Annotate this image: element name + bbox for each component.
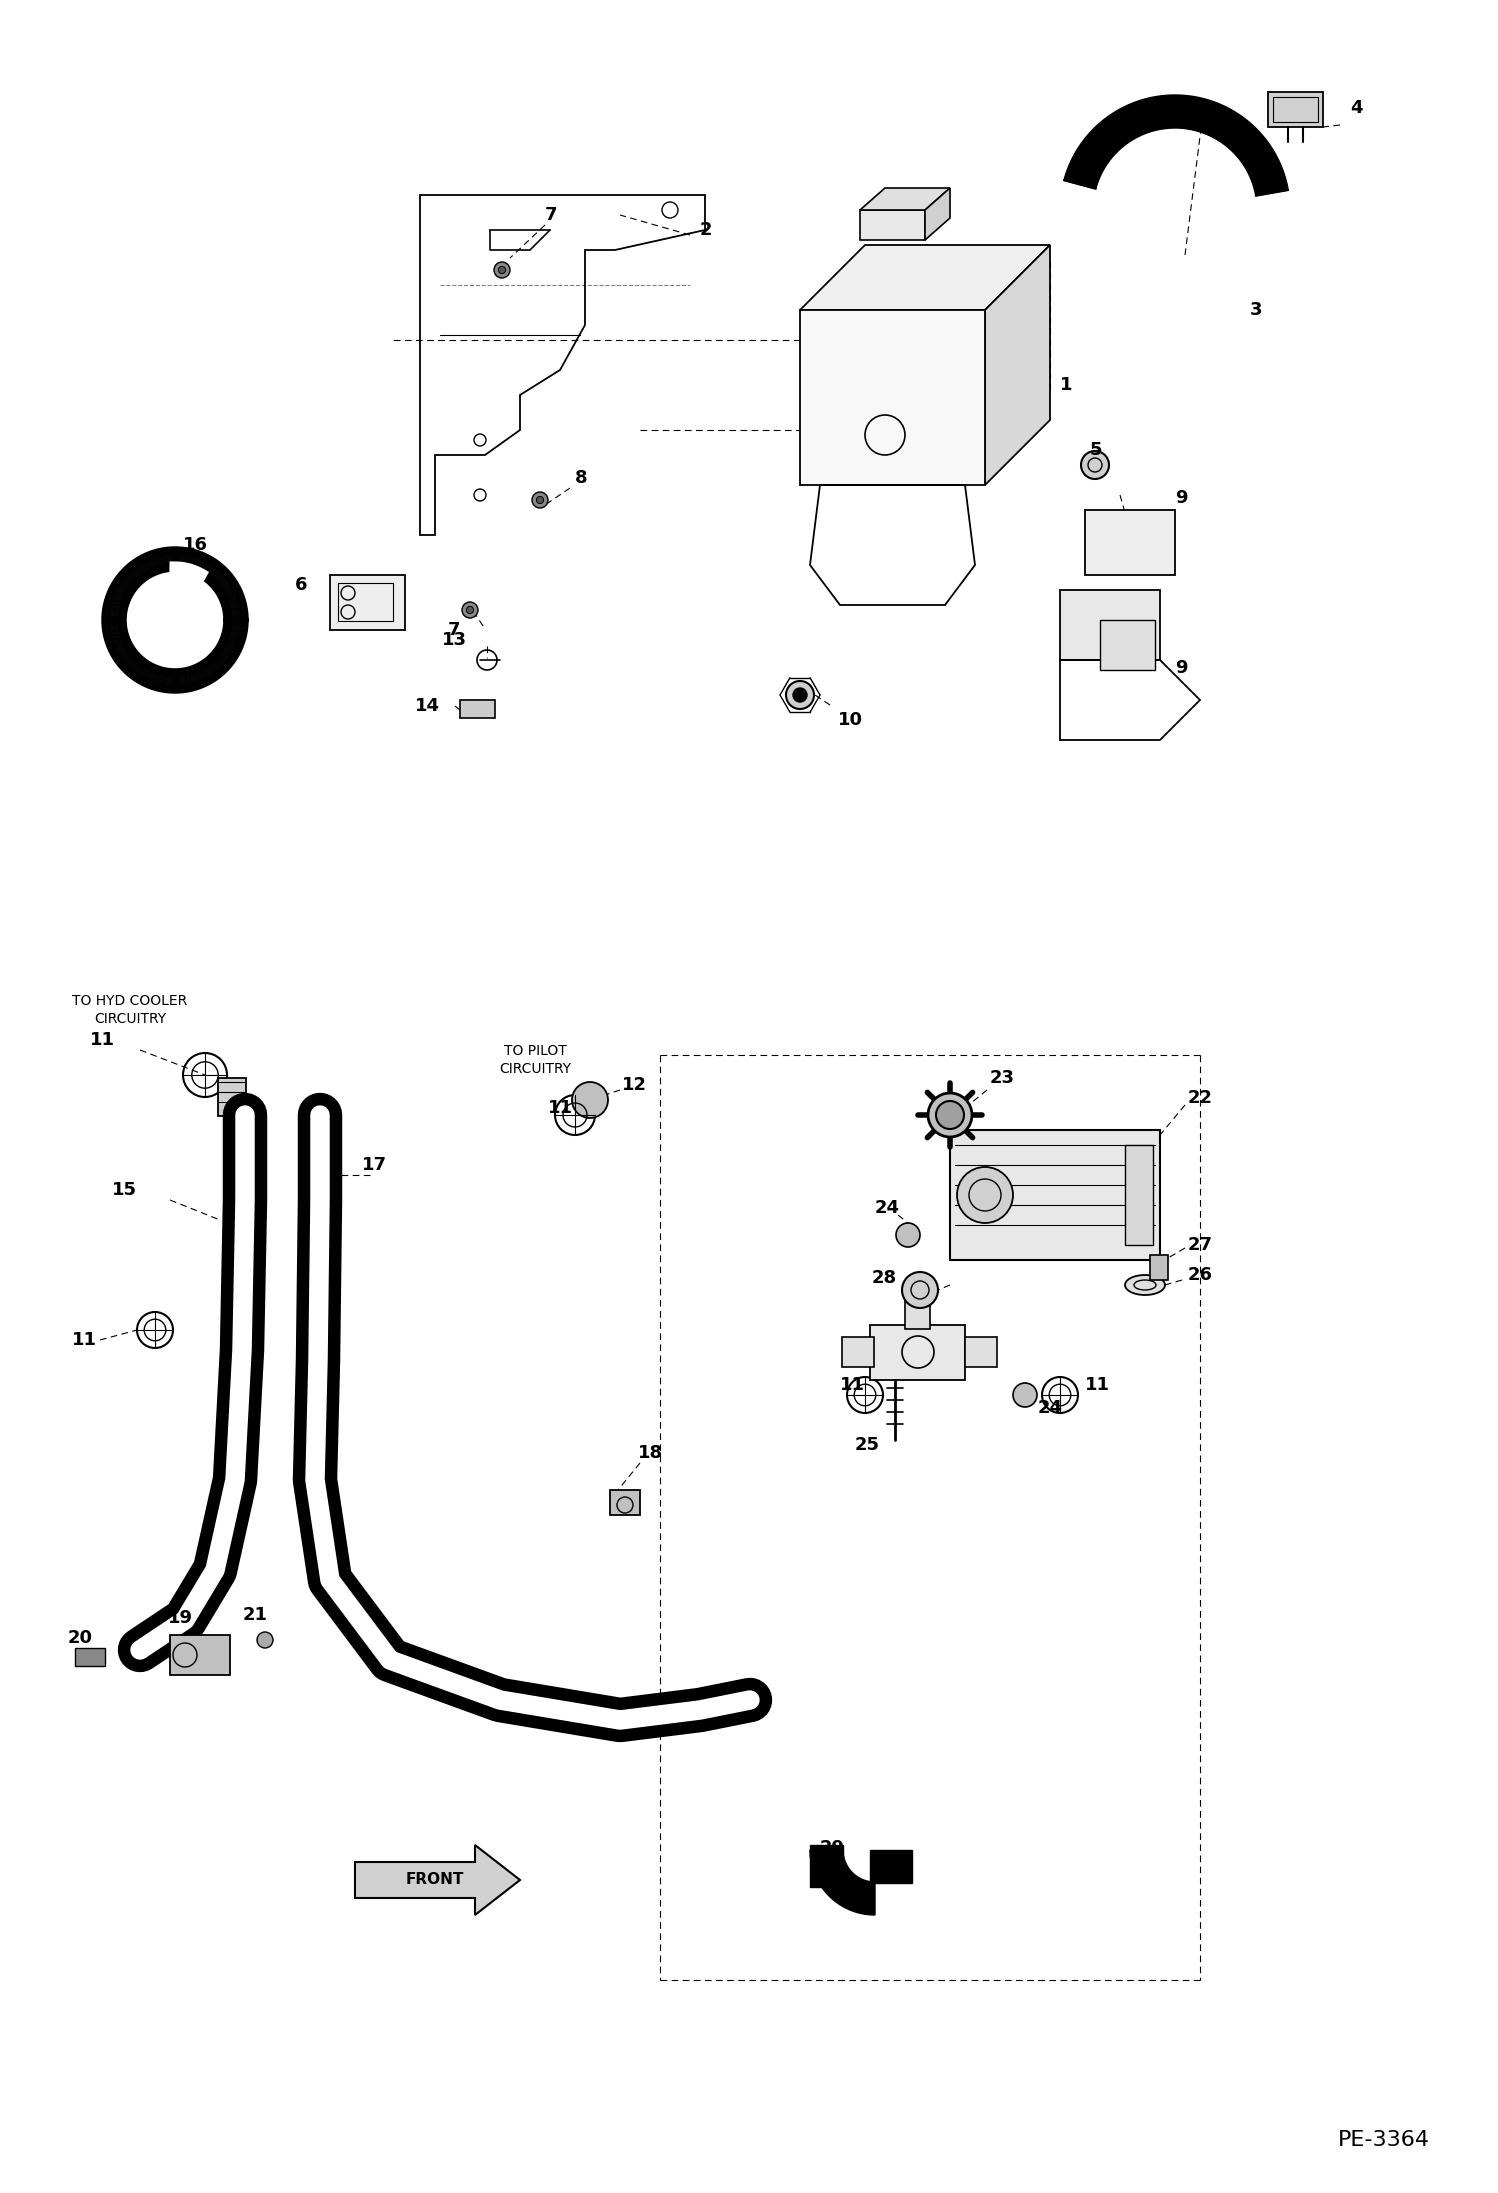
Text: 11: 11: [840, 1375, 864, 1395]
Polygon shape: [986, 246, 1050, 485]
Text: 7: 7: [448, 621, 460, 638]
Polygon shape: [1064, 94, 1288, 195]
Text: 24: 24: [875, 1200, 900, 1217]
Text: 9: 9: [1174, 660, 1188, 678]
Polygon shape: [800, 246, 1050, 309]
Circle shape: [1082, 452, 1109, 478]
Text: 8: 8: [575, 469, 587, 487]
Text: 2: 2: [700, 221, 713, 239]
Text: 6: 6: [295, 577, 307, 594]
Polygon shape: [924, 189, 950, 239]
Bar: [842, 1338, 873, 1366]
Bar: [905, 1296, 930, 1329]
Bar: [1100, 621, 1155, 671]
Polygon shape: [860, 189, 950, 211]
Text: 25: 25: [855, 1436, 879, 1454]
Text: 29: 29: [819, 1840, 845, 1857]
Bar: [610, 1489, 640, 1515]
Text: 11: 11: [90, 1031, 115, 1048]
Text: TO PILOT
CIRCUITRY: TO PILOT CIRCUITRY: [499, 1044, 571, 1077]
Bar: [870, 1325, 965, 1379]
Text: 21: 21: [243, 1605, 268, 1625]
Text: 17: 17: [363, 1156, 386, 1173]
Text: 24: 24: [1038, 1399, 1064, 1417]
Circle shape: [466, 607, 473, 614]
Bar: [219, 1079, 246, 1116]
Circle shape: [461, 603, 478, 618]
Text: 11: 11: [1085, 1375, 1110, 1395]
Circle shape: [896, 1224, 920, 1248]
Text: 11: 11: [548, 1099, 574, 1116]
Bar: [965, 1338, 998, 1366]
Polygon shape: [800, 309, 986, 485]
Ellipse shape: [1125, 1274, 1165, 1296]
Text: 3: 3: [1249, 300, 1263, 318]
Text: 16: 16: [183, 535, 208, 555]
Circle shape: [927, 1092, 972, 1136]
Bar: [169, 1636, 231, 1675]
Text: 22: 22: [1188, 1090, 1213, 1107]
Bar: [1061, 590, 1159, 660]
Bar: [870, 1851, 912, 1884]
Polygon shape: [860, 211, 924, 239]
Circle shape: [258, 1632, 273, 1647]
Circle shape: [499, 265, 506, 274]
Polygon shape: [810, 1851, 875, 1914]
Circle shape: [792, 689, 807, 702]
Text: 19: 19: [168, 1610, 193, 1627]
Text: 10: 10: [837, 711, 863, 728]
Circle shape: [936, 1101, 965, 1129]
Text: 27: 27: [1188, 1237, 1213, 1254]
Bar: [1267, 92, 1323, 127]
Text: 15: 15: [112, 1182, 136, 1200]
Bar: [1150, 1254, 1168, 1281]
Circle shape: [1013, 1384, 1037, 1408]
Polygon shape: [355, 1844, 520, 1914]
Text: 7: 7: [545, 206, 557, 224]
Circle shape: [957, 1167, 1013, 1224]
Text: 14: 14: [415, 697, 440, 715]
Bar: [339, 583, 392, 621]
Circle shape: [532, 491, 548, 509]
Text: 5: 5: [1091, 441, 1103, 458]
Bar: [950, 1129, 1159, 1261]
Text: 9: 9: [1174, 489, 1188, 507]
Text: 28: 28: [872, 1270, 897, 1287]
Text: 23: 23: [990, 1068, 1016, 1088]
Circle shape: [786, 682, 813, 708]
Circle shape: [902, 1272, 938, 1307]
Text: 11: 11: [72, 1331, 97, 1349]
Text: 1: 1: [1061, 375, 1073, 395]
Circle shape: [572, 1081, 608, 1118]
Bar: [1085, 511, 1174, 575]
Text: 18: 18: [638, 1443, 664, 1463]
Text: 12: 12: [622, 1077, 647, 1094]
Circle shape: [494, 261, 509, 279]
Text: 26: 26: [1188, 1265, 1213, 1283]
Text: PE-3364: PE-3364: [1338, 2129, 1431, 2149]
Text: 13: 13: [442, 632, 467, 649]
Bar: [1125, 1145, 1153, 1246]
Bar: [1273, 96, 1318, 123]
Text: FRONT: FRONT: [406, 1873, 464, 1888]
Text: TO HYD COOLER
CIRCUITRY: TO HYD COOLER CIRCUITRY: [72, 993, 187, 1026]
Text: 20: 20: [67, 1629, 93, 1647]
Bar: [330, 575, 404, 629]
Bar: [75, 1647, 105, 1667]
Bar: [810, 1844, 843, 1886]
Bar: [460, 700, 494, 717]
Text: 4: 4: [1350, 99, 1363, 116]
Circle shape: [536, 496, 544, 504]
